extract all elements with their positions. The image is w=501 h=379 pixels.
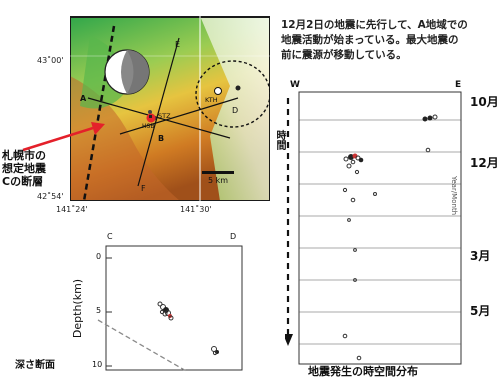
header-line-1: 12月2日の地震に先行して、A地域での — [281, 19, 468, 31]
map-label-e: E — [175, 40, 181, 49]
map-label-hsb: HSB — [142, 123, 155, 130]
fault-label-line-1: 札幌市の — [2, 149, 46, 162]
depth-section: C D 0 5 10 Depth(km) — [68, 232, 243, 373]
map-scale-label: 5 km — [208, 176, 229, 185]
map-panel: E F A B D KTH STZ HSB 5 km — [69, 14, 271, 202]
spacetime-caption: 地震発生の時空間分布 — [308, 365, 418, 378]
lat-top: 43˚00' — [37, 56, 64, 65]
spacetime-panel: W E B A 時間 Year/M — [274, 80, 501, 378]
map-label-f: F — [141, 184, 146, 193]
map-label-stz: STZ — [158, 112, 171, 120]
month-label-3: 3月 — [470, 249, 491, 263]
fault-label-line-2: 想定地震 — [2, 162, 46, 175]
map-label-d: D — [232, 106, 239, 115]
lon-right: 141˚30' — [180, 205, 212, 214]
lon-left: 141˚24' — [56, 205, 88, 214]
map-label-a: A — [80, 94, 87, 103]
depth-section-plot — [97, 245, 243, 373]
depth-section-title: 深さ断面 — [15, 360, 55, 371]
depth-tick-10: 10 — [92, 360, 103, 369]
header-line-3: 前に震源が移動している。 — [281, 49, 407, 61]
lat-bottom: 42˚54' — [37, 192, 64, 201]
month-label-10: 10月 — [470, 95, 499, 109]
month-label-5: 5月 — [470, 304, 491, 318]
fault-label-line-3: Cの断層 — [2, 175, 44, 188]
spacetime-time-axis-label: 時間 — [274, 130, 285, 150]
spacetime-label-e: E — [455, 80, 462, 90]
map-label-b: B — [158, 134, 165, 143]
header-text: 12月2日の地震に先行して、A地域での 地震活動が始まっている。最大地震の 前に… — [281, 18, 493, 63]
fault-arrow — [22, 122, 105, 152]
spacetime-year-month-label: Year/Month — [450, 176, 458, 216]
profile-line-cd — [119, 97, 239, 135]
depth-tick-5: 5 — [96, 306, 102, 315]
depth-axis-label: Depth(km) — [71, 278, 85, 339]
fault-label: 札幌市の 想定地震 Cの断層 — [2, 149, 72, 188]
profile-line-ef — [137, 37, 180, 187]
spacetime-label-w: W — [290, 80, 300, 90]
terrain-map — [69, 14, 271, 202]
depth-corner-c: C — [107, 232, 113, 241]
spacetime-plot — [285, 91, 462, 365]
month-label-12: 12月 — [470, 156, 499, 170]
map-label-ktk: KTH — [205, 96, 218, 104]
header-line-2: 地震活動が始まっている。最大地震の — [281, 34, 459, 46]
depth-corner-d: D — [230, 232, 237, 241]
profile-line-ab — [87, 97, 231, 139]
depth-tick-0: 0 — [96, 252, 102, 261]
